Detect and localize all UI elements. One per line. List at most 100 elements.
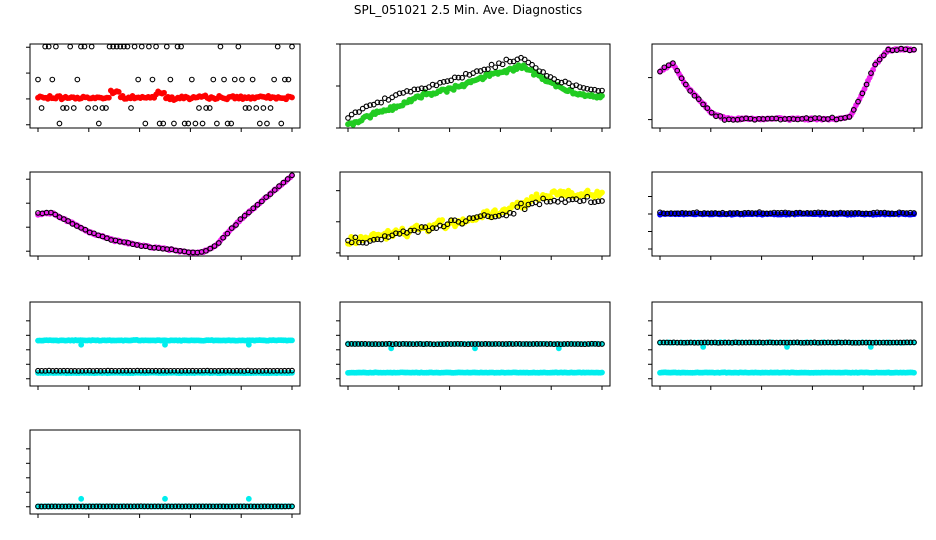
data-point (393, 230, 399, 237)
data-point (558, 196, 565, 202)
data-point (79, 368, 86, 374)
data-point (883, 339, 890, 346)
plot-frame (651, 43, 923, 129)
data-point (718, 339, 725, 346)
data-point (396, 341, 403, 348)
data-point (866, 339, 873, 346)
data-point (584, 193, 591, 200)
data-point (106, 44, 113, 50)
data-point (215, 368, 222, 374)
data-point (859, 90, 866, 97)
data-point (890, 339, 897, 346)
data-point (881, 209, 888, 216)
data-point (264, 120, 270, 127)
data-point (410, 341, 417, 348)
data-point (540, 195, 546, 202)
data-point (599, 87, 605, 94)
data-point (529, 61, 535, 68)
data-point (859, 339, 866, 346)
plot-area (345, 340, 605, 376)
data-point (70, 105, 77, 111)
data-point (352, 234, 359, 241)
data-point (42, 503, 48, 510)
data-point (897, 339, 904, 346)
data-point (738, 210, 744, 217)
data-point (472, 341, 478, 347)
data-point (179, 503, 186, 510)
data-point (540, 69, 546, 75)
data-point (787, 339, 794, 346)
data-point (123, 367, 130, 374)
data-point (59, 503, 65, 510)
data-point (599, 341, 605, 347)
data-point (275, 503, 282, 510)
data-point (496, 60, 502, 67)
data-point (162, 503, 168, 510)
data-point (165, 503, 172, 510)
data-point (756, 209, 763, 215)
data-point (537, 341, 544, 347)
data-point (415, 86, 421, 93)
data-point (477, 213, 484, 220)
data-point (284, 176, 291, 182)
data-point (580, 197, 587, 204)
data-point (345, 341, 351, 347)
data-point (855, 98, 861, 105)
data-point (694, 339, 701, 346)
data-point (708, 339, 715, 346)
data-point (804, 209, 811, 216)
data-point (220, 234, 226, 241)
data-point (588, 340, 595, 347)
data-point (135, 76, 142, 83)
data-point (367, 102, 373, 108)
data-point (241, 212, 248, 219)
data-point (289, 44, 295, 50)
data-point (182, 367, 189, 374)
data-point (42, 44, 49, 50)
data-point (869, 339, 876, 346)
data-point (455, 74, 462, 81)
data-point (169, 503, 175, 510)
data-point (213, 503, 220, 510)
data-point (849, 339, 856, 346)
data-point (172, 503, 179, 510)
data-point (771, 209, 777, 216)
data-point (131, 503, 137, 510)
data-point (543, 198, 550, 205)
data-point (211, 243, 218, 249)
data-point (289, 94, 295, 101)
data-point (462, 70, 469, 77)
data-point (219, 367, 225, 374)
data-point (753, 339, 759, 346)
data-point (708, 210, 715, 216)
data-point (911, 369, 917, 376)
data-point (138, 367, 144, 374)
data-point (568, 341, 574, 347)
data-point (900, 209, 906, 216)
data-point (116, 368, 122, 374)
data-point (352, 341, 358, 347)
data-point (896, 209, 903, 216)
data-point (285, 76, 292, 83)
data-point (71, 367, 78, 374)
data-point (134, 503, 141, 510)
data-point (437, 341, 444, 347)
plot-area (657, 45, 917, 123)
data-point (119, 367, 126, 374)
data-point (826, 210, 833, 217)
data-point (868, 70, 874, 77)
data-point (242, 105, 249, 111)
data-point (149, 367, 155, 374)
data-point (253, 105, 260, 111)
data-point (282, 503, 288, 510)
data-point (192, 120, 199, 127)
data-point (527, 341, 533, 347)
data-point (145, 367, 152, 374)
data-point (887, 339, 893, 346)
data-point (68, 368, 74, 374)
data-point (881, 52, 887, 59)
plot-frame (29, 43, 301, 129)
data-point (234, 503, 240, 510)
data-point (88, 44, 95, 50)
data-point (518, 200, 524, 207)
